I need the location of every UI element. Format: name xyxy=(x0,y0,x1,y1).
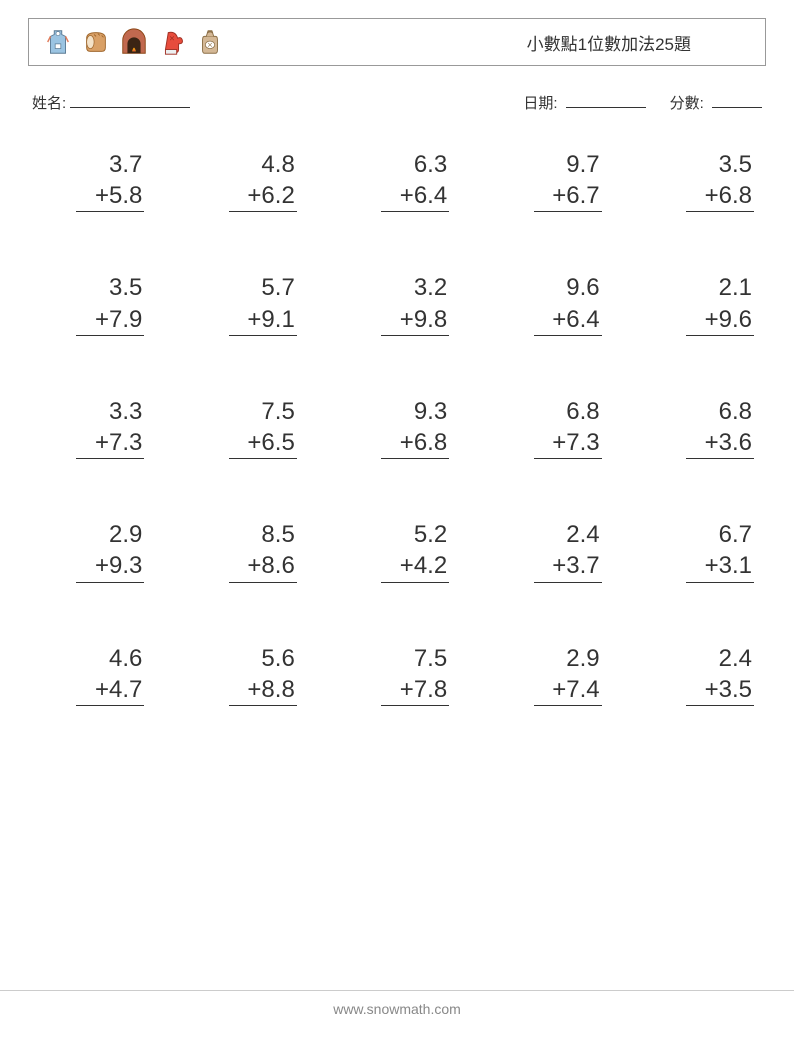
problem-grid: 3.7+5.84.8+6.26.3+6.49.7+6.73.5+6.83.5+7… xyxy=(28,149,766,706)
problem: 3.5+6.8 xyxy=(650,149,754,212)
problem: 2.1+9.6 xyxy=(650,272,754,335)
problem-top: 5.2 xyxy=(414,519,449,550)
name-blank[interactable] xyxy=(70,92,190,108)
name-field: 姓名: xyxy=(32,92,190,113)
problem-top: 3.5 xyxy=(109,272,144,303)
problem-bottom: +7.9 xyxy=(76,304,144,336)
problem: 6.8+7.3 xyxy=(497,396,601,459)
footer: www.snowmath.com xyxy=(0,990,794,1017)
problem-top: 9.7 xyxy=(566,149,601,180)
problem-bottom: +5.8 xyxy=(76,180,144,212)
problem-top: 7.5 xyxy=(261,396,296,427)
problem-top: 2.9 xyxy=(566,643,601,674)
footer-link[interactable]: www.snowmath.com xyxy=(333,1001,461,1017)
problem-top: 6.3 xyxy=(414,149,449,180)
problem-top: 6.8 xyxy=(566,396,601,427)
problem: 6.8+3.6 xyxy=(650,396,754,459)
problem: 8.5+8.6 xyxy=(192,519,296,582)
problem-bottom: +7.3 xyxy=(76,427,144,459)
problem-top: 8.5 xyxy=(261,519,296,550)
problem-bottom: +4.7 xyxy=(76,674,144,706)
score-field: 分數: xyxy=(670,92,762,113)
problem-top: 2.4 xyxy=(566,519,601,550)
problem: 2.9+7.4 xyxy=(497,643,601,706)
problem: 4.8+6.2 xyxy=(192,149,296,212)
problem-bottom: +3.7 xyxy=(534,550,602,582)
problem: 6.3+6.4 xyxy=(345,149,449,212)
problem-top: 4.6 xyxy=(109,643,144,674)
problem-top: 9.6 xyxy=(566,272,601,303)
problem-bottom: +9.3 xyxy=(76,550,144,582)
date-field: 日期: xyxy=(523,92,645,113)
problem: 3.2+9.8 xyxy=(345,272,449,335)
problem: 5.6+8.8 xyxy=(192,643,296,706)
worksheet-title: 小數點1位數加法25題 xyxy=(527,30,691,55)
problem-bottom: +9.1 xyxy=(229,304,297,336)
problem-top: 2.4 xyxy=(719,643,754,674)
problem-bottom: +6.4 xyxy=(381,180,449,212)
problem-bottom: +8.6 xyxy=(229,550,297,582)
problem-bottom: +3.6 xyxy=(686,427,754,459)
problem-bottom: +8.8 xyxy=(229,674,297,706)
problem-bottom: +6.8 xyxy=(381,427,449,459)
problem-bottom: +6.5 xyxy=(229,427,297,459)
problem: 9.7+6.7 xyxy=(497,149,601,212)
date-blank[interactable] xyxy=(566,92,646,108)
problem-bottom: +3.5 xyxy=(686,674,754,706)
problem-top: 6.7 xyxy=(719,519,754,550)
problem: 6.7+3.1 xyxy=(650,519,754,582)
header-box: 小數點1位數加法25題 xyxy=(28,18,766,66)
problem-bottom: +6.7 xyxy=(534,180,602,212)
mitt-icon xyxy=(157,27,187,57)
worksheet-page: 小數點1位數加法25題 姓名: 日期: 分數: 3.7+5.8 4.8+6.2 6.… xyxy=(0,0,794,706)
problem-bottom: +9.6 xyxy=(686,304,754,336)
problem: 3.3+7.3 xyxy=(40,396,144,459)
problem-top: 5.7 xyxy=(261,272,296,303)
problem: 5.2+4.2 xyxy=(345,519,449,582)
score-blank[interactable] xyxy=(712,92,762,108)
problem: 3.5+7.9 xyxy=(40,272,144,335)
problem: 2.9+9.3 xyxy=(40,519,144,582)
apron-icon xyxy=(43,27,73,57)
problem: 2.4+3.7 xyxy=(497,519,601,582)
problem: 9.3+6.8 xyxy=(345,396,449,459)
problem: 9.6+6.4 xyxy=(497,272,601,335)
score-label: 分數: xyxy=(670,95,704,112)
problem-top: 2.1 xyxy=(719,272,754,303)
date-label: 日期: xyxy=(523,95,557,112)
problem-bottom: +6.8 xyxy=(686,180,754,212)
problem-top: 4.8 xyxy=(261,149,296,180)
problem-top: 3.2 xyxy=(414,272,449,303)
problem: 2.4+3.5 xyxy=(650,643,754,706)
info-row: 姓名: 日期: 分數: xyxy=(28,92,766,113)
problem-bottom: +6.4 xyxy=(534,304,602,336)
problem: 7.5+6.5 xyxy=(192,396,296,459)
problem-bottom: +7.4 xyxy=(534,674,602,706)
name-label: 姓名: xyxy=(32,92,66,113)
problem: 4.6+4.7 xyxy=(40,643,144,706)
problem-bottom: +4.2 xyxy=(381,550,449,582)
problem-bottom: +9.8 xyxy=(381,304,449,336)
problem-top: 7.5 xyxy=(414,643,449,674)
oven-icon xyxy=(119,27,149,57)
problem-top: 9.3 xyxy=(414,396,449,427)
problem-top: 2.9 xyxy=(109,519,144,550)
problem-bottom: +7.3 xyxy=(534,427,602,459)
problem-top: 3.5 xyxy=(719,149,754,180)
bread-icon xyxy=(81,27,111,57)
flour-icon xyxy=(195,27,225,57)
problem: 5.7+9.1 xyxy=(192,272,296,335)
problem-bottom: +7.8 xyxy=(381,674,449,706)
problem: 7.5+7.8 xyxy=(345,643,449,706)
problem-top: 6.8 xyxy=(719,396,754,427)
problem-top: 5.6 xyxy=(261,643,296,674)
problem: 3.7+5.8 xyxy=(40,149,144,212)
icon-row xyxy=(43,27,225,57)
problem-top: 3.7 xyxy=(109,149,144,180)
problem-top: 3.3 xyxy=(109,396,144,427)
problem-bottom: +3.1 xyxy=(686,550,754,582)
problem-bottom: +6.2 xyxy=(229,180,297,212)
